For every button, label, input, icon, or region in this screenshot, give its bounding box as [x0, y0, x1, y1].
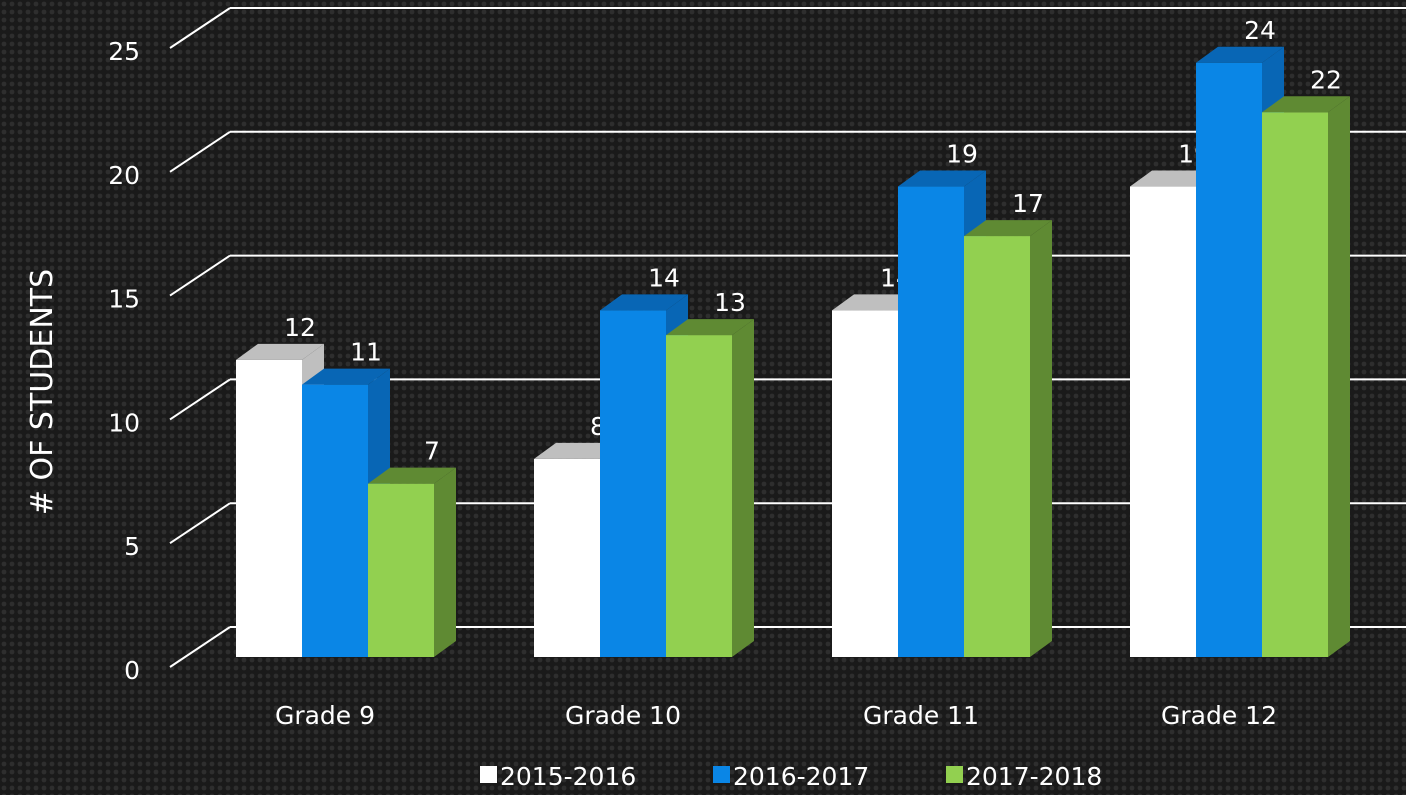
bar	[1196, 62, 1262, 657]
bar	[368, 483, 434, 657]
x-tick-label: Grade 9	[275, 701, 375, 730]
grid-diagonal	[169, 378, 231, 421]
bar-side	[732, 319, 754, 657]
x-tick-label: Grade 12	[1161, 701, 1277, 730]
bar	[1130, 186, 1196, 657]
bar-top	[898, 170, 986, 187]
bar	[534, 458, 600, 657]
legend-label: 2017-2018	[966, 762, 1102, 791]
data-label: 12	[284, 313, 316, 342]
legend-label: 2016-2017	[733, 762, 869, 791]
grid-diagonal	[169, 502, 231, 545]
x-tick-label: Grade 10	[565, 701, 681, 730]
bar	[600, 310, 666, 657]
bar	[898, 186, 964, 657]
bar-side	[1030, 220, 1052, 657]
bar-top	[600, 294, 688, 311]
bar	[302, 384, 368, 657]
grid-diagonal	[169, 130, 231, 173]
data-label: 7	[424, 437, 440, 466]
bar	[1262, 112, 1328, 657]
x-tick-label: Grade 11	[863, 701, 979, 730]
data-label: 11	[350, 338, 382, 367]
data-label: 14	[648, 263, 680, 292]
data-label: 17	[1012, 189, 1044, 218]
legend-swatch	[480, 766, 497, 783]
data-label: 24	[1244, 16, 1276, 45]
bar-side	[434, 467, 456, 657]
bar-top	[1262, 96, 1350, 113]
data-label: 13	[714, 288, 746, 317]
data-label: 19	[946, 140, 978, 169]
grid-diagonal	[169, 7, 231, 49]
legend-swatch	[713, 766, 730, 783]
bar	[666, 335, 732, 657]
bar	[236, 359, 302, 657]
y-tick-label: 15	[108, 285, 140, 314]
legend-swatch	[946, 766, 963, 783]
y-axis-title: # OF STUDENTS	[25, 269, 60, 515]
bar-top	[368, 467, 456, 484]
data-label: 22	[1310, 65, 1342, 94]
legend-label: 2015-2016	[500, 762, 636, 791]
bar-top	[236, 343, 324, 360]
y-tick-label: 20	[108, 161, 140, 190]
y-tick-label: 5	[124, 532, 140, 561]
bar	[832, 310, 898, 657]
y-tick-label: 25	[108, 37, 140, 66]
bar-top	[666, 319, 754, 336]
y-tick-label: 10	[108, 408, 140, 437]
grid-diagonal	[169, 626, 231, 668]
bar	[964, 236, 1030, 657]
bar-top	[964, 220, 1052, 237]
grid-diagonal	[169, 254, 231, 297]
bar-top	[1196, 46, 1284, 63]
y-tick-label: 0	[124, 656, 140, 685]
bar-side	[1328, 96, 1350, 657]
bar-top	[302, 368, 390, 385]
